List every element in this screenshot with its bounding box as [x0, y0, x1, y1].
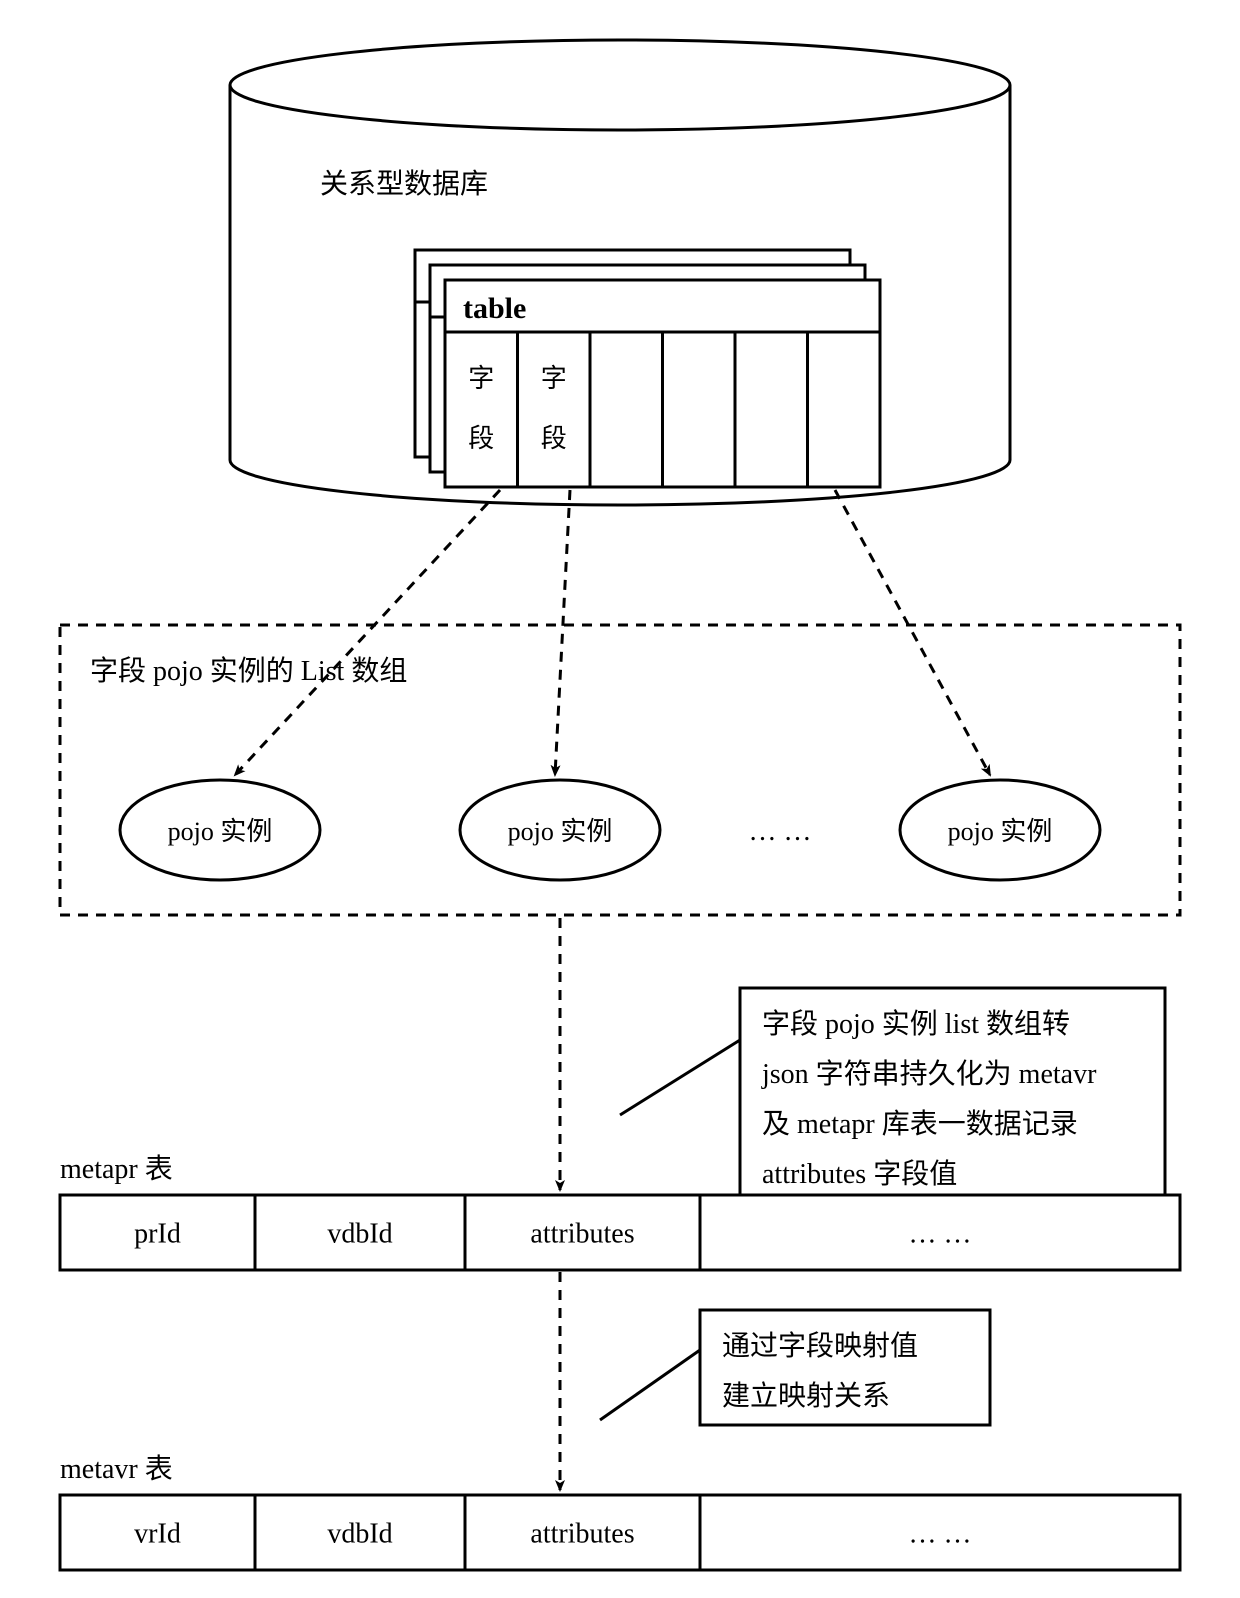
note-json-persist: 字段 pojo 实例 list 数组转 json 字符串持久化为 metavr 及 … [620, 988, 1165, 1213]
svg-text:attributes: attributes [530, 1219, 634, 1250]
svg-text:pojo 实例: pojo 实例 [168, 817, 273, 846]
svg-text:json 字符串持久化为 metavr: json 字符串持久化为 metavr [761, 1058, 1097, 1090]
tables-stack: tttable字段字段 [415, 250, 880, 487]
metavr-table: metavr 表 vrId vdbId attributes … … [60, 1453, 1180, 1570]
svg-text:prId: prId [134, 1219, 181, 1250]
svg-text:段: 段 [541, 424, 567, 453]
pojo-list-title: 字段 pojo 实例的 List 数组 [90, 655, 407, 687]
svg-text:attributes: attributes [530, 1519, 634, 1550]
svg-text:及 metapr 库表一数据记录: 及 metapr 库表一数据记录 [762, 1108, 1078, 1140]
note-mapping: 通过字段映射值建立映射关系 [600, 1310, 990, 1425]
svg-text:attributes 字段值: attributes 字段值 [762, 1158, 957, 1190]
pojo-ellipsis: … … [749, 816, 812, 847]
svg-text:pojo 实例: pojo 实例 [948, 817, 1053, 846]
svg-text:… …: … … [909, 1219, 972, 1250]
svg-text:vdbId: vdbId [327, 1219, 392, 1250]
database-title: 关系型数据库 [320, 168, 488, 200]
svg-text:pojo 实例: pojo 实例 [508, 817, 613, 846]
svg-text:建立映射关系: 建立映射关系 [722, 1380, 890, 1412]
pojo-list-box: 字段 pojo 实例的 List 数组 pojo 实例 pojo 实例 pojo 实… [60, 625, 1180, 915]
svg-text:通过字段映射值: 通过字段映射值 [722, 1330, 918, 1362]
svg-text:段: 段 [468, 424, 494, 453]
diagram-canvas: 关系型数据库 tttable字段字段 字段 pojo 实例的 List 数组 p… [0, 0, 1240, 1598]
svg-text:vrId: vrId [134, 1519, 181, 1550]
svg-text:vdbId: vdbId [327, 1519, 392, 1550]
svg-text:… …: … … [909, 1519, 972, 1550]
arrows-db-to-pojo [235, 490, 990, 775]
metavr-label: metavr 表 [60, 1453, 173, 1485]
svg-text:table: table [463, 292, 526, 325]
metapr-label: metapr 表 [60, 1153, 173, 1185]
svg-text:字段 pojo 实例 list 数组转: 字段 pojo 实例 list 数组转 [762, 1008, 1070, 1040]
svg-text:字: 字 [541, 364, 567, 393]
svg-text:字: 字 [468, 364, 494, 393]
